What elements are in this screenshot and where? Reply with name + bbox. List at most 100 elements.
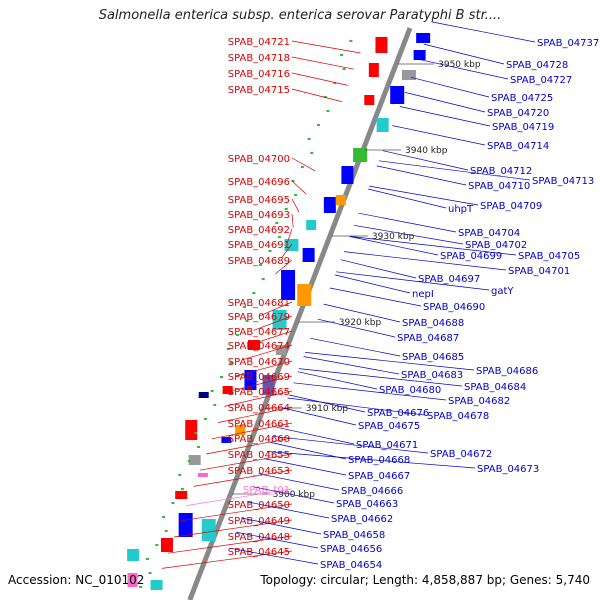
left-leader-line (161, 550, 293, 569)
feature-dot (307, 138, 311, 140)
right-gene-label: SPAB_04720 (487, 108, 549, 119)
right-leader-line (376, 165, 467, 186)
right-gene-label: SPAB_04685 (402, 352, 464, 363)
right-gene-label: SPAB_04699 (440, 251, 502, 262)
left-gene-label: SPAB_04653 (228, 466, 290, 477)
right-leader-line (288, 394, 366, 413)
right-leader-line (417, 58, 509, 80)
gene-block (390, 86, 405, 104)
right-gene-label: SPAB_04675 (358, 421, 420, 432)
right-leader-line (432, 21, 536, 43)
right-leader-line (258, 473, 340, 491)
left-gene-label: SPAB_04681 (228, 298, 290, 309)
gene-block (281, 270, 296, 300)
right-leader-line (297, 371, 378, 390)
feature-dot (220, 376, 224, 378)
right-gene-label: SPAB_04654 (320, 560, 382, 571)
feature-dot (342, 68, 346, 70)
left-gene-label: SPAB_04693 (228, 210, 290, 221)
feature-dot (145, 558, 149, 560)
left-leader-line (230, 375, 293, 392)
feature-dot (317, 124, 321, 126)
right-leader-line (378, 160, 531, 181)
feature-dot (213, 404, 217, 406)
scale-mark-label: 3940 kbp (405, 146, 448, 156)
right-leader-line (367, 188, 447, 209)
feature-dot (291, 180, 295, 182)
feature-dot (275, 222, 279, 224)
left-leader-line (218, 406, 293, 423)
right-leader-line (235, 531, 319, 549)
left-gene-label: SPAB_04669 (228, 372, 290, 383)
feature-dot (252, 292, 256, 294)
right-gene-label: SPAB_04656 (320, 544, 382, 555)
right-gene-label: SPAB_04714 (487, 141, 549, 152)
gene-block (376, 118, 389, 132)
feature-dot (210, 390, 214, 392)
right-leader-line (358, 212, 457, 233)
left-leader-line (291, 56, 355, 70)
right-leader-line (382, 150, 469, 171)
right-leader-line (399, 106, 491, 127)
right-leader-line (270, 442, 347, 460)
right-gene-label: SPAB_04667 (348, 471, 410, 482)
left-leader-line (211, 422, 293, 440)
gene-block (353, 148, 368, 162)
right-leader-line (305, 352, 475, 371)
gene-block (364, 95, 375, 105)
left-leader-line (173, 519, 293, 538)
left-leader-line (253, 315, 293, 331)
feature-dot (284, 208, 288, 210)
left-gene-label: SPAB_04674 (228, 341, 290, 352)
left-gene-label: SPAB_04670 (228, 357, 290, 368)
left-gene-label: SPAB_04679 (228, 312, 290, 323)
right-leader-line (405, 92, 486, 113)
right-gene-label: SPAB_04728 (506, 60, 568, 71)
backbone-line (187, 27, 413, 600)
left-leader-line (186, 488, 293, 506)
left-gene-label: SPAB_04718 (228, 53, 290, 64)
gene-block (297, 284, 312, 306)
gene-block (244, 370, 257, 390)
gene-block (323, 197, 336, 213)
right-leader-line (247, 501, 330, 519)
feature-dot (349, 40, 353, 42)
left-leader-line (291, 72, 348, 86)
left-leader-line (291, 88, 342, 102)
right-leader-line (298, 368, 463, 387)
gene-block (198, 392, 209, 398)
right-gene-label: SPAB_04687 (397, 333, 459, 344)
gene-block (401, 70, 416, 80)
right-leader-line (253, 486, 335, 504)
feature-dot (197, 446, 201, 448)
right-leader-line (323, 303, 401, 323)
feature-dot (245, 320, 249, 322)
gene-block (188, 455, 201, 465)
feature-dot (326, 110, 330, 112)
feature-dot (139, 586, 143, 588)
right-gene-label: SPAB_04686 (476, 366, 538, 377)
right-leader-line (423, 43, 505, 65)
gene-block (150, 580, 163, 590)
feature-dot (171, 502, 175, 504)
gene-block (341, 166, 354, 184)
feature-dot (294, 194, 298, 196)
gene-block (178, 513, 193, 537)
left-gene-label: SPAB_04689 (228, 256, 290, 267)
right-leader-line (334, 274, 411, 294)
gene-block (272, 310, 287, 330)
right-gene-label: SPAB_04702 (465, 240, 527, 251)
feature-dot (333, 82, 337, 84)
right-gene-label: SPAB_04705 (518, 251, 580, 262)
right-gene-label: SPAB_04690 (423, 302, 485, 313)
right-gene-label: SPAB_04662 (331, 514, 393, 525)
left-gene-label: SPAB_04692 (228, 225, 290, 236)
right-gene-label: SPAB_04712 (470, 166, 532, 177)
right-gene-label: SPAB_04678 (427, 411, 489, 422)
left-gene-label: SPAB_04721 (228, 37, 290, 48)
feature-dot (164, 530, 168, 532)
right-leader-line (287, 397, 426, 416)
left-gene-label: SPAB_04695 (228, 195, 290, 206)
left-leader-line (281, 243, 293, 259)
